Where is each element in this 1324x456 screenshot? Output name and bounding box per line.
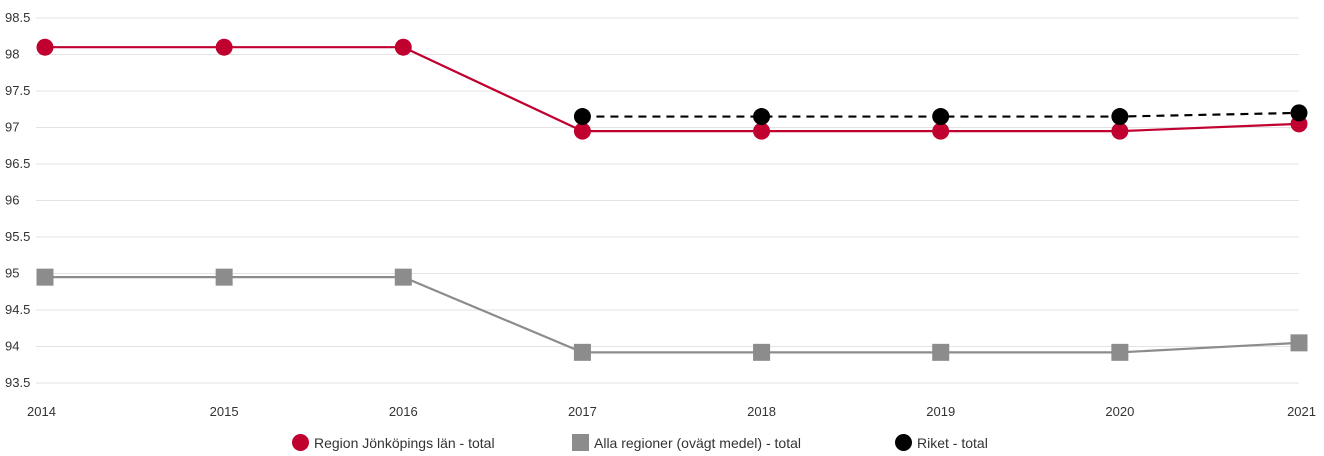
data-point — [1111, 122, 1129, 140]
data-point — [1290, 104, 1308, 122]
data-point — [573, 108, 591, 126]
data-point — [36, 268, 54, 286]
data-point — [753, 343, 771, 361]
y-tick-label: 94.5 — [5, 302, 30, 317]
y-tick-label: 97.5 — [5, 83, 30, 98]
y-grid — [36, 17, 1299, 384]
data-point — [932, 122, 950, 140]
data-point — [36, 38, 54, 56]
x-tick-label: 2020 — [1105, 404, 1134, 419]
y-axis-ticks: 93.5 94 94.5 95 95.5 96 96.5 97 97.5 98 98.5 — [5, 10, 30, 390]
x-tick-label: 2018 — [747, 404, 776, 419]
series-line — [45, 46, 1300, 133]
legend-swatch — [292, 434, 309, 451]
data-point — [753, 122, 771, 140]
x-tick-label: 2021 — [1287, 404, 1316, 419]
y-tick-label: 96.5 — [5, 156, 30, 171]
y-tick-label: 98 — [5, 47, 19, 62]
data-point — [394, 268, 412, 286]
legend: Region Jönköpings län - total Alla region… — [292, 434, 988, 451]
series-1 — [36, 268, 1308, 361]
data-point — [1111, 343, 1129, 361]
x-tick-label: 2016 — [389, 404, 418, 419]
data-point — [932, 343, 950, 361]
data-point — [215, 268, 233, 286]
y-tick-label: 95.5 — [5, 229, 30, 244]
data-point — [1290, 334, 1308, 352]
legend-label: Region Jönköpings län - total — [314, 435, 495, 451]
data-point — [394, 38, 412, 56]
series-line — [582, 111, 1300, 118]
x-tick-label: 2015 — [210, 404, 239, 419]
data-point — [1111, 108, 1129, 126]
y-tick-label: 97 — [5, 120, 19, 135]
legend-swatch — [572, 434, 589, 451]
data-point — [573, 122, 591, 140]
x-tick-label: 2017 — [568, 404, 597, 419]
legend-label: Alla regioner (ovägt medel) - total — [594, 435, 801, 451]
x-axis-ticks: 2014 2015 2016 2017 2018 2019 2020 2021 — [27, 404, 1316, 419]
x-tick-label: 2019 — [926, 404, 955, 419]
legend-swatch — [895, 434, 912, 451]
series-line — [45, 276, 1300, 354]
data-point — [215, 38, 233, 56]
data-point — [753, 108, 771, 126]
y-tick-label: 95 — [5, 266, 19, 281]
y-tick-label: 98.5 — [5, 10, 30, 25]
series-2 — [573, 104, 1308, 126]
data-point — [932, 108, 950, 126]
x-tick-label: 2014 — [27, 404, 56, 419]
y-tick-label: 94 — [5, 339, 19, 354]
y-tick-label: 93.5 — [5, 375, 30, 390]
series-0 — [36, 38, 1308, 140]
data-point — [573, 343, 591, 361]
y-tick-label: 96 — [5, 193, 19, 208]
legend-label: Riket - total — [917, 435, 988, 451]
